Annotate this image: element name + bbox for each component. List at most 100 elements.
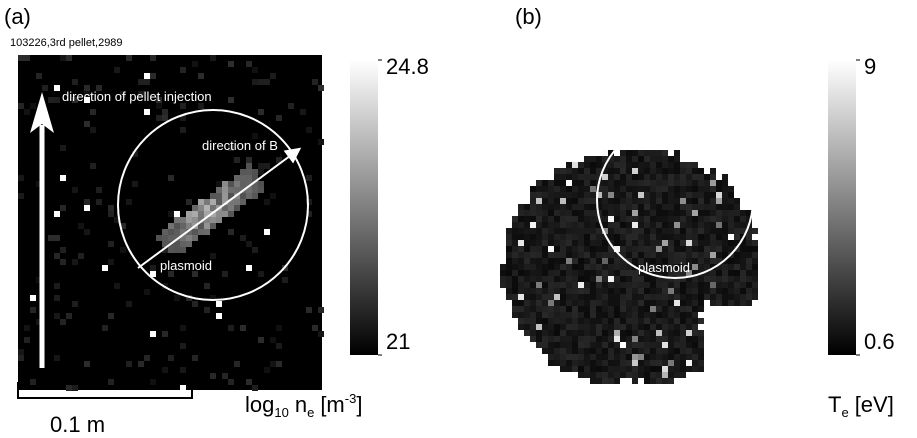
pixel (674, 240, 680, 246)
pixel (614, 258, 620, 264)
pixel (608, 198, 614, 204)
pixel (524, 210, 530, 216)
pixel (186, 241, 192, 247)
pixel (716, 198, 722, 204)
pixel (698, 354, 704, 360)
pixel (710, 276, 716, 282)
pixel (626, 348, 632, 354)
pixel (566, 342, 572, 348)
pixel (560, 186, 566, 192)
pixel (542, 258, 548, 264)
pixel (530, 318, 536, 324)
pixel (192, 205, 198, 211)
pixel (524, 216, 530, 222)
pixel (698, 348, 704, 354)
pixel (668, 222, 674, 228)
pixel (638, 246, 644, 252)
pixel (518, 324, 524, 330)
pixel (602, 210, 608, 216)
pixel (162, 235, 168, 241)
pixel (608, 354, 614, 360)
pixel (644, 246, 650, 252)
pixel (728, 288, 734, 294)
pixel (674, 228, 680, 234)
pixel (578, 300, 584, 306)
pixel (608, 288, 614, 294)
pixel (500, 270, 506, 276)
pixel (234, 199, 240, 205)
pixel (512, 264, 518, 270)
pixel (668, 186, 674, 192)
pixel (728, 198, 734, 204)
pixel (596, 276, 602, 282)
pixel (686, 366, 692, 372)
pixel (246, 175, 252, 181)
label-part: ] (356, 392, 362, 417)
pixel (306, 127, 312, 133)
pixel (554, 330, 560, 336)
pixel (740, 264, 746, 270)
pixel (662, 318, 668, 324)
pixel (734, 294, 740, 300)
pixel (596, 306, 602, 312)
pixel (626, 366, 632, 372)
pixel (566, 282, 572, 288)
pixel (662, 216, 668, 222)
pixel (608, 270, 614, 276)
pixel (554, 216, 560, 222)
pixel (578, 306, 584, 312)
pixel (716, 210, 722, 216)
pixel (632, 366, 638, 372)
pixel (674, 174, 680, 180)
pixel (668, 360, 674, 366)
pixel (132, 181, 138, 187)
pixel (548, 342, 554, 348)
pixel (632, 342, 638, 348)
annotation: plasmoid (160, 258, 212, 273)
pixel (578, 174, 584, 180)
pixel (246, 163, 252, 169)
pixel (590, 306, 596, 312)
pixel (578, 372, 584, 378)
pixel (692, 354, 698, 360)
pixel (512, 270, 518, 276)
pixel (602, 252, 608, 258)
pixel (644, 366, 650, 372)
pixel (680, 324, 686, 330)
pixel (698, 318, 704, 324)
pixel (36, 73, 42, 79)
pixel (602, 264, 608, 270)
pixel (602, 306, 608, 312)
pixel (614, 312, 620, 318)
pixel (60, 205, 66, 211)
pixel (662, 168, 668, 174)
pixel (680, 222, 686, 228)
pixel (270, 337, 276, 343)
pixel (252, 385, 258, 391)
pixel (692, 234, 698, 240)
pixel (710, 168, 716, 174)
pixel (530, 198, 536, 204)
pixel (614, 300, 620, 306)
pixel (578, 270, 584, 276)
pixel (704, 276, 710, 282)
pixel (662, 180, 668, 186)
pixel (692, 348, 698, 354)
pixel (590, 366, 596, 372)
pixel (626, 192, 632, 198)
pixel (638, 234, 644, 240)
pixel (524, 276, 530, 282)
pixel (572, 270, 578, 276)
pixel (638, 330, 644, 336)
pixel (566, 360, 572, 366)
pixel (54, 235, 60, 241)
pixel (530, 246, 536, 252)
pixel (668, 210, 674, 216)
pixel (620, 162, 626, 168)
pixel (162, 229, 168, 235)
pixel (512, 294, 518, 300)
pixel (566, 228, 572, 234)
pixel (650, 348, 656, 354)
pixel (596, 348, 602, 354)
pixel (728, 264, 734, 270)
